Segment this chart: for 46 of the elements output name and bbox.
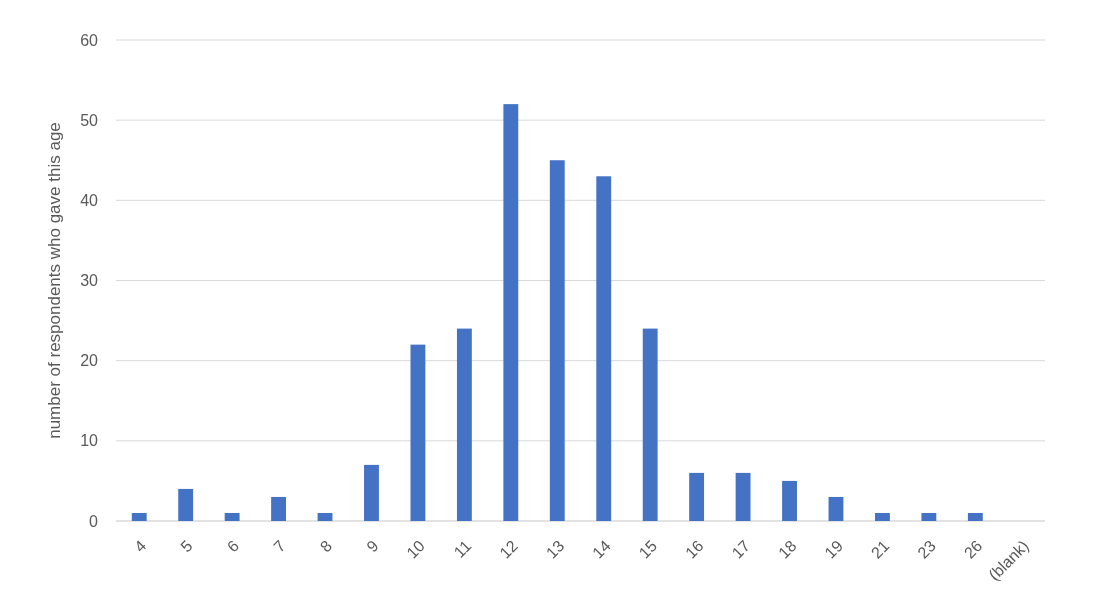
x-tick-label: 18: [775, 536, 800, 562]
y-tick-label: 20: [80, 352, 99, 370]
x-tick-label: 11: [450, 536, 475, 561]
y-tick-label: 30: [80, 272, 99, 290]
x-tick-label: 16: [682, 536, 707, 562]
x-tick-label: 13: [542, 536, 568, 562]
y-tick-label: 0: [89, 512, 99, 530]
bar: [410, 344, 426, 521]
x-tick-label: 23: [914, 536, 940, 562]
bar: [782, 480, 797, 521]
y-tick-label: 60: [80, 31, 99, 49]
bar: [271, 496, 287, 521]
x-tick-label: 9: [363, 536, 382, 556]
x-tick-label: 7: [270, 536, 289, 556]
y-tick-label: 10: [80, 432, 99, 450]
bar: [689, 472, 705, 521]
bar: [224, 512, 240, 521]
bar: [735, 472, 751, 521]
x-tick-label: 26: [960, 536, 986, 562]
bar: [317, 512, 333, 521]
bar: [456, 328, 472, 521]
x-tick-label: 17: [728, 536, 754, 562]
x-tick-label: 14: [589, 536, 614, 562]
bar: [364, 464, 379, 521]
x-tick-label: 5: [177, 536, 196, 556]
bar: [828, 496, 844, 521]
bar: [178, 488, 194, 521]
x-tick-label: 12: [496, 536, 521, 562]
x-tick-label: 19: [821, 536, 847, 562]
x-tick-label: 8: [316, 536, 336, 556]
y-tick-label: 50: [80, 111, 99, 129]
bar: [549, 160, 565, 521]
y-axis-title: number of respondents who gave this age: [45, 122, 64, 439]
bar: [131, 512, 147, 521]
x-tick-label: 10: [403, 536, 429, 562]
bar: [967, 512, 983, 521]
bar: [596, 176, 612, 521]
bar: [874, 512, 890, 521]
bar: [921, 512, 937, 521]
y-tick-label: 40: [80, 191, 99, 209]
x-tick-label: 21: [867, 536, 893, 562]
bar: [642, 328, 658, 521]
bar: [503, 104, 519, 521]
x-tick-label: 15: [635, 536, 661, 562]
x-tick-label: 4: [130, 536, 150, 556]
x-tick-label: 6: [223, 536, 243, 556]
